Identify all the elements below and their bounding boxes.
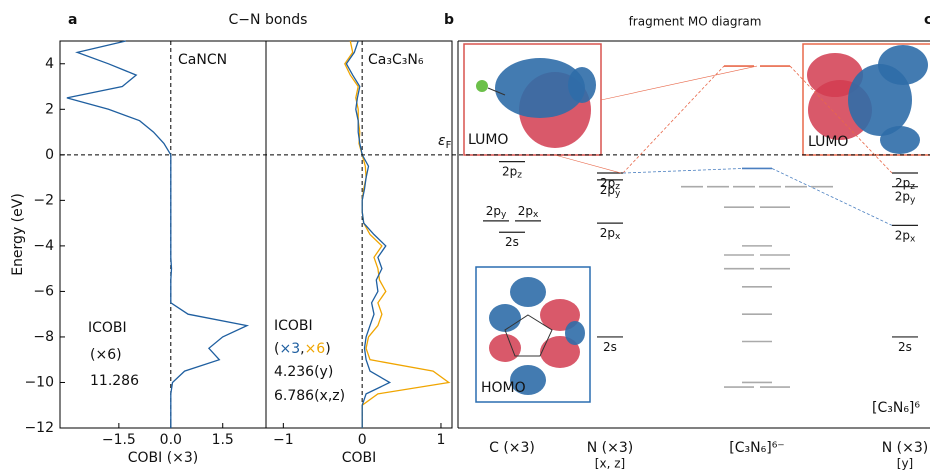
fermi-label-sub: F	[446, 140, 452, 151]
level-label-sub: y	[615, 188, 621, 198]
icobi-value: 6.786(x,z)	[274, 388, 345, 404]
level-label: 2pz	[502, 164, 522, 180]
column-label: [y]	[897, 457, 913, 471]
cobi-curve	[345, 41, 449, 428]
orbital-label: LUMO	[468, 132, 508, 148]
panel-label: b	[444, 12, 454, 28]
y-tick-label: 2	[45, 101, 54, 117]
icobi-mult-part: ×6	[305, 341, 326, 357]
icobi-value: 11.286	[90, 373, 139, 389]
figure: a C−N bonds b c fragment MO diagram Energy (e…	[0, 0, 930, 474]
level-label-main: 2p	[518, 203, 533, 217]
level-label-main: 2s	[603, 339, 617, 353]
level-label-main: 2p	[600, 182, 615, 196]
connector	[623, 168, 742, 173]
column-label: N (×3)	[587, 440, 633, 456]
level-label-main: 2p	[486, 203, 501, 217]
level-label-main: 2p	[895, 176, 910, 190]
icobi-mult: (×3,×6)	[274, 341, 331, 357]
level-label-sub: y	[501, 209, 507, 219]
compound-label: Ca₃C₃N₆	[368, 52, 424, 68]
level-label: 2px	[518, 203, 539, 219]
corner-label: [C₃N₆]⁶	[872, 400, 920, 416]
level-label: 2py	[486, 203, 507, 219]
connector	[555, 155, 621, 173]
level-label-sub: x	[533, 209, 539, 219]
panel-label: a	[68, 12, 77, 28]
column-label: N (×3)	[882, 440, 928, 456]
level-label: 2s	[603, 339, 617, 353]
column-label: [C₃N₆]⁶⁻	[729, 440, 784, 456]
connector	[772, 168, 892, 225]
icobi-label: ICOBI	[88, 320, 127, 336]
level-label-main: 2s	[505, 235, 519, 249]
level-label-main: 2s	[898, 339, 912, 353]
connector	[601, 66, 757, 100]
orbital-label: HOMO	[481, 380, 526, 396]
level-label: 2s	[505, 235, 519, 249]
connector	[623, 66, 724, 173]
x-tick-label: 0	[358, 432, 367, 448]
icobi-label: ICOBI	[274, 318, 313, 334]
fermi-label: εF	[438, 133, 452, 151]
x-axis-label: COBI (×3)	[128, 450, 199, 466]
level-label: 2py	[895, 189, 916, 205]
x-tick-label: 1	[437, 432, 446, 448]
x-tick-label: 1.5	[212, 432, 234, 448]
level-label-sub: y	[910, 195, 916, 205]
level-label-main: 2p	[502, 164, 517, 178]
y-tick-label: −10	[24, 374, 54, 390]
column-label: [x, z]	[595, 457, 625, 471]
plot-frame	[60, 41, 266, 428]
x-tick-label: 0.0	[160, 432, 182, 448]
y-tick-label: −6	[33, 283, 54, 299]
level-label: 2px	[895, 228, 916, 244]
x-axis-label: COBI	[342, 450, 377, 466]
panel-title: C−N bonds	[229, 12, 308, 28]
panel-label: c	[924, 12, 930, 28]
y-tick-label: −12	[24, 420, 54, 436]
cobi-curve	[346, 41, 389, 428]
icobi-mult-part: )	[325, 341, 330, 357]
icobi-mult: (×6)	[90, 347, 122, 363]
x-tick-label: −1	[273, 432, 294, 448]
y-axis-label: Energy (eV)	[10, 193, 26, 276]
level-label-main: 2p	[600, 226, 615, 240]
cobi-curve	[67, 41, 247, 428]
level-label: 2px	[600, 226, 621, 242]
level-label-main: 2p	[895, 189, 910, 203]
column-label: C (×3)	[489, 440, 535, 456]
orbital-label: LUMO	[808, 134, 848, 150]
icobi-mult-part: ×3	[279, 341, 300, 357]
y-tick-label: −8	[33, 329, 54, 345]
x-tick-label: −1.5	[102, 432, 136, 448]
level-label-main: 2p	[895, 228, 910, 242]
y-tick-label: −2	[33, 192, 54, 208]
level-label-sub: z	[517, 170, 522, 180]
y-tick-label: −4	[33, 238, 54, 254]
level-label: 2s	[898, 339, 912, 353]
diagram-title: fragment MO diagram	[629, 15, 762, 29]
level-label-sub: x	[615, 232, 621, 242]
level-label-sub: x	[910, 234, 916, 244]
compound-label: CaNCN	[178, 52, 227, 68]
icobi-value: 4.236(y)	[274, 364, 333, 380]
y-tick-label: 4	[45, 56, 54, 72]
y-tick-label: 0	[45, 147, 54, 163]
